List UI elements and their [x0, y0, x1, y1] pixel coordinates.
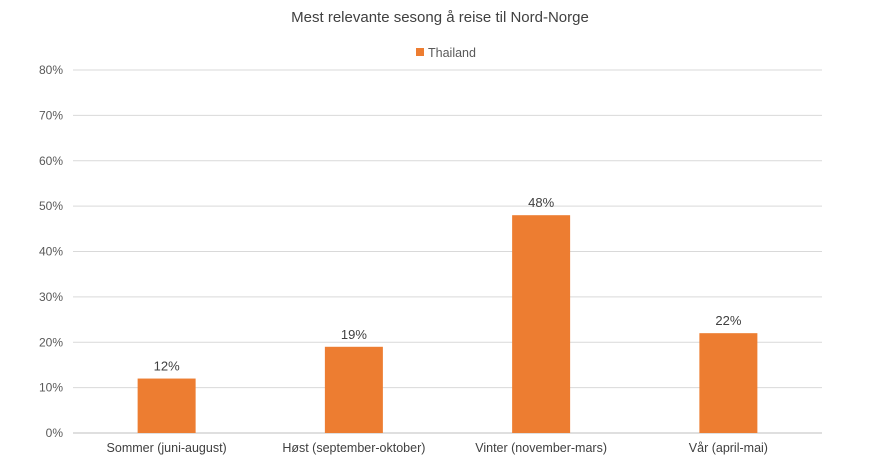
legend: Thailand [416, 46, 476, 60]
data-label: 22% [715, 313, 741, 328]
y-tick-label: 80% [39, 63, 63, 77]
bar [512, 215, 571, 433]
data-label: 48% [528, 195, 554, 210]
y-tick-label: 40% [39, 245, 63, 259]
data-label: 12% [154, 359, 180, 374]
legend-swatch [416, 48, 424, 56]
y-tick-label: 50% [39, 199, 63, 213]
x-axis: Sommer (juni-august) Høst (september-okto… [107, 441, 768, 455]
bar [324, 346, 383, 433]
x-tick-label: Høst (september-oktober) [282, 441, 425, 455]
x-tick-label: Vinter (november-mars) [475, 441, 607, 455]
y-tick-label: 60% [39, 154, 63, 168]
x-tick-label: Vår (april-mai) [689, 441, 768, 455]
chart-title: Mest relevante sesong å reise til Nord-N… [291, 9, 589, 26]
y-tick-label: 10% [39, 381, 63, 395]
y-axis: 0% 10% 20% 30% 40% 50% 60% 70% 80% [39, 63, 63, 440]
y-tick-label: 20% [39, 335, 63, 349]
y-tick-label: 0% [46, 426, 64, 440]
y-tick-label: 30% [39, 290, 63, 304]
gridlines [73, 69, 822, 434]
data-labels: 12% 19% 48% 22% [154, 195, 742, 373]
bar [137, 378, 196, 433]
legend-label: Thailand [428, 46, 476, 60]
y-tick-label: 70% [39, 108, 63, 122]
x-tick-label: Sommer (juni-august) [107, 441, 227, 455]
data-label: 19% [341, 327, 367, 342]
bar [699, 333, 758, 433]
bars [137, 215, 758, 433]
